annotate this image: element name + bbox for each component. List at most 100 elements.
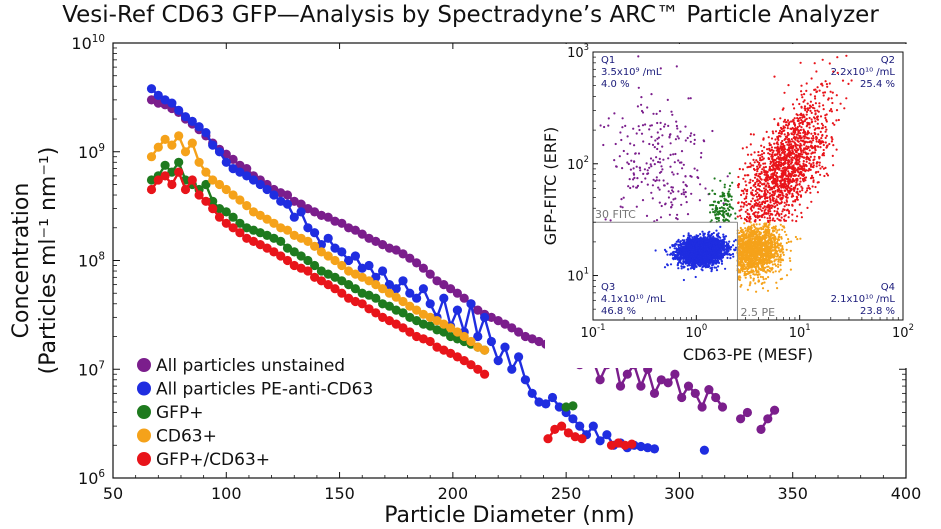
data-point — [425, 321, 435, 331]
scatter-point — [752, 184, 755, 187]
data-point — [337, 276, 347, 286]
data-point — [146, 175, 157, 185]
data-point — [493, 356, 503, 366]
data-point — [459, 293, 469, 303]
scatter-point — [671, 254, 674, 257]
scatter-point — [746, 270, 749, 273]
data-point — [208, 204, 218, 214]
scatter-point — [756, 258, 759, 261]
scatter-point — [715, 234, 719, 237]
scatter-point — [759, 245, 763, 248]
scatter-point — [762, 152, 766, 155]
scatter-point — [800, 105, 803, 108]
scatter-point — [731, 252, 735, 256]
data-point — [194, 190, 204, 200]
scatter-point — [738, 242, 741, 246]
scatter-point — [759, 157, 762, 160]
scatter-point — [709, 267, 712, 270]
scatter-point — [779, 264, 782, 267]
scatter-point — [750, 266, 753, 269]
data-point — [588, 421, 598, 431]
data-point — [439, 293, 449, 303]
scatter-point — [718, 242, 721, 245]
scatter-point — [686, 247, 689, 251]
data-point — [194, 122, 204, 132]
data-point — [412, 316, 422, 326]
y-axis-label-line1: Concentration — [9, 183, 34, 339]
scatter-point — [700, 246, 703, 249]
scatter-point — [683, 254, 686, 257]
scatter-point — [725, 241, 728, 244]
scatter-point — [712, 231, 715, 235]
data-point — [153, 175, 163, 185]
scatter-point — [741, 258, 744, 261]
scatter-point — [740, 252, 743, 255]
scatter-point — [710, 270, 713, 273]
scatter-point — [785, 233, 788, 236]
data-point — [473, 331, 483, 342]
x-axis-label: Particle Diameter (nm) — [384, 503, 635, 528]
scatter-point — [753, 176, 757, 179]
data-point — [439, 345, 449, 355]
scatter-point — [775, 258, 778, 261]
scatter-point — [774, 225, 777, 228]
scatter-point — [801, 96, 804, 99]
scatter-point — [765, 233, 768, 236]
scatter-point — [779, 255, 782, 259]
scatter-point — [739, 229, 742, 233]
data-point — [330, 255, 340, 266]
scatter-point — [738, 269, 742, 272]
scatter-point — [790, 240, 793, 243]
data-point — [262, 243, 272, 253]
data-point — [398, 249, 408, 259]
data-point — [208, 175, 218, 185]
scatter-point — [799, 237, 802, 240]
scatter-point — [745, 252, 748, 255]
data-point — [480, 312, 490, 322]
data-point — [235, 160, 245, 170]
data-point — [384, 316, 394, 326]
data-point — [547, 392, 558, 403]
data-point — [289, 212, 299, 222]
legend-label: CD63+ — [156, 427, 217, 447]
scatter-point — [770, 268, 773, 271]
data-point — [303, 266, 313, 276]
data-point — [371, 308, 381, 318]
data-point — [520, 375, 531, 385]
scatter-point — [762, 248, 765, 251]
scatter-point — [712, 251, 715, 254]
scatter-point — [724, 267, 727, 270]
scatter-point — [741, 265, 744, 268]
scatter-point — [749, 281, 752, 284]
scatter-point — [762, 225, 765, 228]
scatter-point — [762, 266, 765, 269]
scatter-point — [714, 257, 717, 260]
scatter-point — [742, 268, 746, 271]
data-point — [180, 112, 191, 122]
scatter-point — [760, 250, 763, 253]
scatter-point — [765, 258, 768, 261]
data-point — [344, 293, 354, 303]
scatter-point — [695, 252, 698, 255]
data-point — [514, 352, 524, 362]
data-point — [323, 212, 333, 222]
scatter-point — [699, 255, 702, 258]
data-point — [391, 319, 401, 329]
scatter-point — [762, 237, 765, 240]
scatter-point — [757, 279, 760, 282]
scatter-point — [742, 239, 745, 242]
scatter-point — [740, 268, 744, 271]
data-point — [214, 212, 225, 222]
data-point — [289, 247, 299, 257]
data-point — [208, 140, 218, 150]
scatter-point — [765, 236, 768, 239]
scatter-point — [726, 256, 729, 259]
scatter-point — [744, 229, 747, 232]
scatter-point — [687, 234, 690, 237]
data-point — [636, 441, 646, 452]
scatter-point — [676, 264, 679, 267]
scatter-point — [715, 229, 718, 232]
scatter-point — [719, 225, 722, 228]
data-point — [160, 134, 170, 144]
scatter-point — [697, 255, 700, 258]
